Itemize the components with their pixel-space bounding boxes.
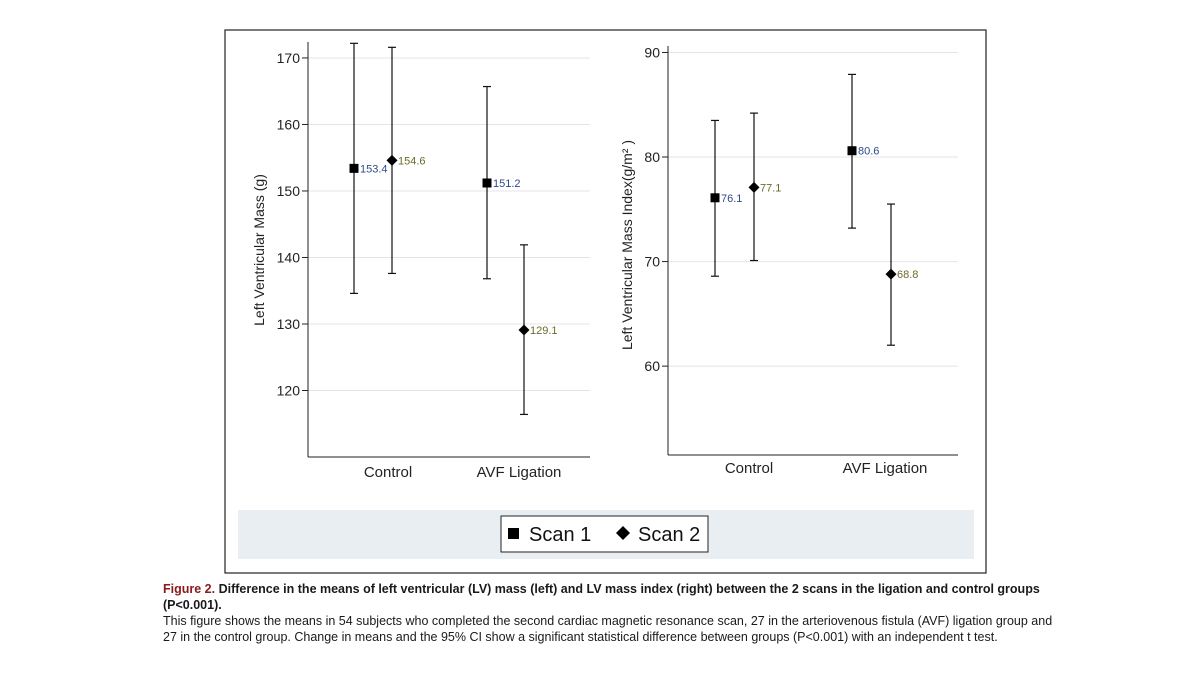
lv-mass-index-ytick-label: 90 bbox=[644, 44, 660, 60]
lv-mass-category-avf: AVF Ligation bbox=[477, 464, 562, 481]
legend-box bbox=[500, 515, 709, 553]
lv-mass-ytick-label: 150 bbox=[277, 183, 301, 199]
lv-mass-data-label: 151.2 bbox=[493, 178, 521, 190]
lv-mass-ylabel: Left Ventricular Mass (g) bbox=[251, 174, 267, 326]
lv-mass-ytick-label: 140 bbox=[277, 249, 301, 265]
legend-scan1-label: Scan 1 bbox=[529, 524, 591, 546]
lv-mass-ytick-label: 130 bbox=[277, 316, 301, 332]
lv-mass-index-scan1-point bbox=[710, 193, 720, 203]
lv-mass-index-ytick-label: 60 bbox=[644, 358, 660, 374]
lv-mass-index-chart: Left Ventricular Mass Index(g/m² ) Contr… bbox=[619, 44, 958, 477]
legend-scan2-marker bbox=[616, 526, 630, 540]
lv-mass-ytick-label: 170 bbox=[277, 50, 301, 66]
lv-mass-index-category-control: Control bbox=[725, 460, 773, 477]
lv-mass-scan1-point bbox=[349, 163, 359, 173]
lv-mass-index-data-label: 77.1 bbox=[760, 182, 781, 194]
lv-mass-index-data-label: 68.8 bbox=[897, 269, 918, 281]
lv-mass-scan2-point bbox=[518, 324, 530, 336]
figure-frame bbox=[224, 29, 987, 574]
lv-mass-index-scan1-point bbox=[847, 146, 857, 156]
lv-mass-index-data-label: 76.1 bbox=[721, 193, 742, 205]
lv-mass-data-label: 153.4 bbox=[360, 163, 388, 175]
lv-mass-index-ylabel: Left Ventricular Mass Index(g/m² ) bbox=[619, 140, 635, 350]
caption-title-p: (P<0.001). bbox=[163, 598, 222, 612]
lv-mass-data-label: 154.6 bbox=[398, 155, 426, 167]
lv-mass-ytick-label: 120 bbox=[277, 382, 301, 398]
figure-caption: Figure 2. Difference in the means of lef… bbox=[163, 581, 1063, 645]
caption-body: This figure shows the means in 54 subjec… bbox=[163, 614, 1053, 644]
lv-mass-chart: Left Ventricular Mass (g) Control AVF Li… bbox=[251, 42, 590, 481]
caption-label: Figure 2. bbox=[163, 582, 216, 596]
lv-mass-scan2-point bbox=[386, 154, 398, 166]
caption-title: Difference in the means of left ventricu… bbox=[218, 582, 1040, 596]
lv-mass-index-ytick-label: 80 bbox=[644, 149, 660, 165]
legend-scan1-marker bbox=[508, 528, 519, 539]
lv-mass-ytick-label: 160 bbox=[277, 116, 301, 132]
lv-mass-data-label: 129.1 bbox=[530, 325, 558, 337]
lv-mass-index-data-label: 80.6 bbox=[858, 146, 879, 158]
lv-mass-index-scan2-point bbox=[885, 268, 897, 280]
lv-mass-category-control: Control bbox=[364, 464, 412, 481]
legend-scan2-label: Scan 2 bbox=[638, 524, 700, 546]
legend: Scan 1 Scan 2 bbox=[238, 510, 974, 559]
lv-mass-scan1-point bbox=[482, 178, 492, 188]
lv-mass-index-scan2-point bbox=[748, 181, 760, 193]
lv-mass-index-ytick-label: 70 bbox=[644, 254, 660, 270]
lv-mass-index-category-avf: AVF Ligation bbox=[843, 460, 928, 477]
